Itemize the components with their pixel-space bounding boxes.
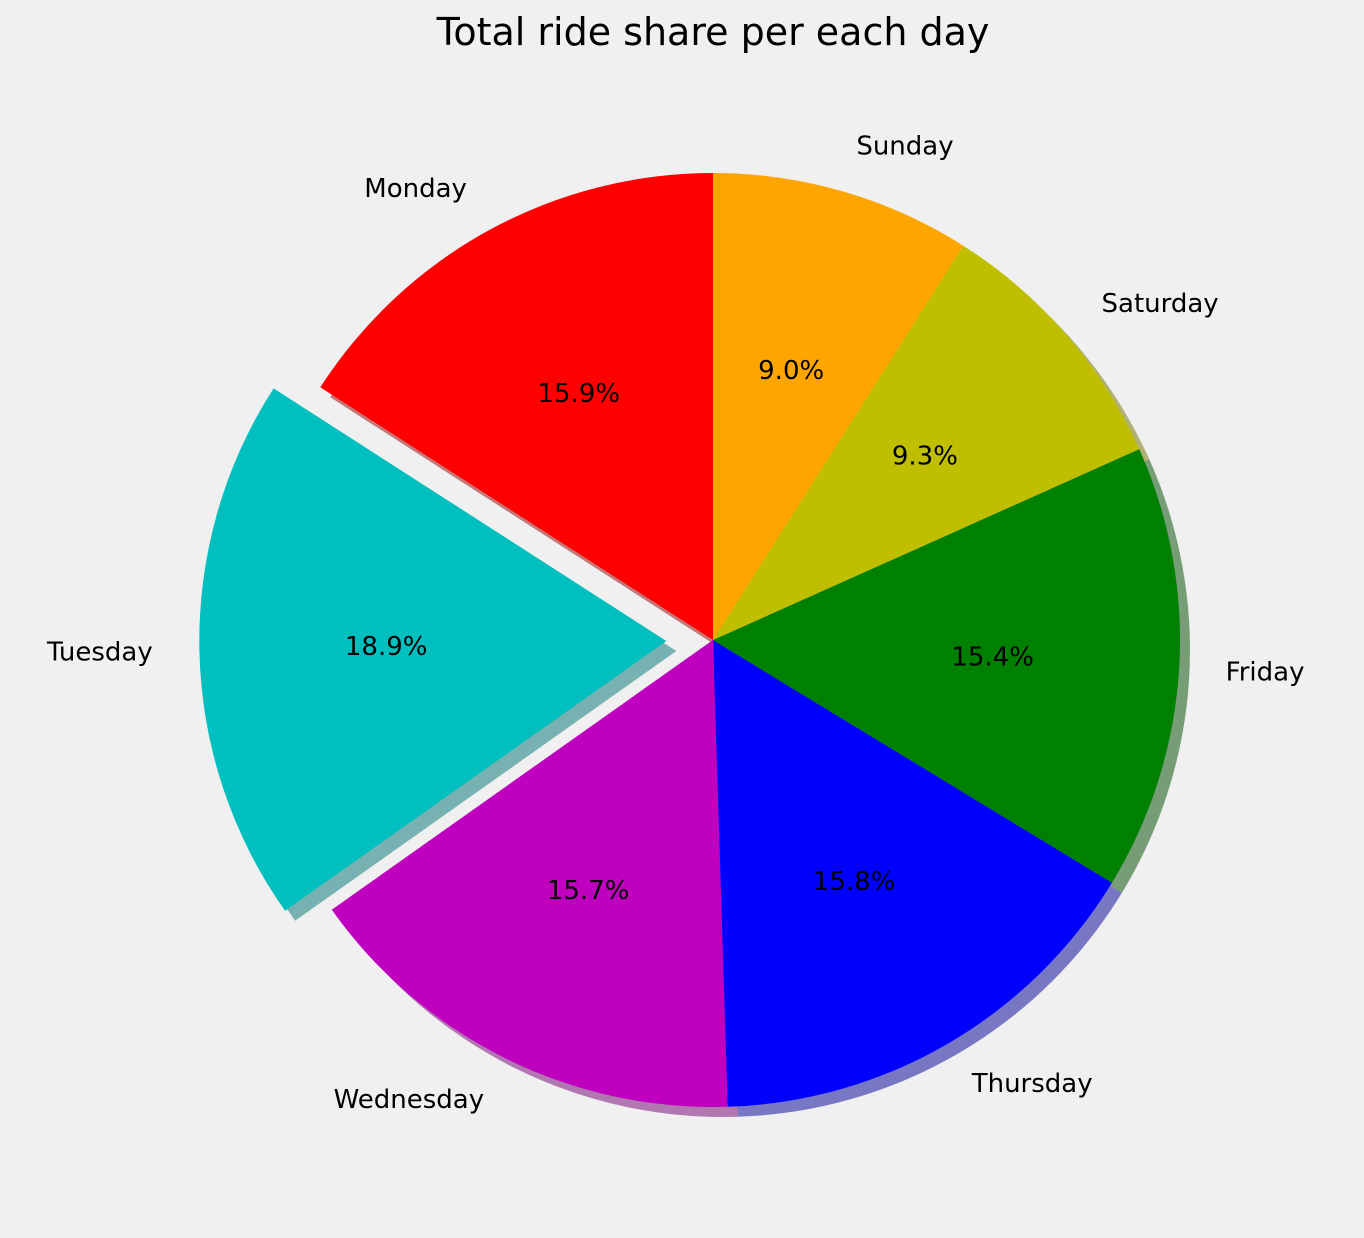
pct-saturday: 9.3% <box>892 442 958 472</box>
slice-saturday <box>713 245 1140 640</box>
pct-tuesday: 18.9% <box>345 632 428 662</box>
slice-friday <box>713 449 1180 883</box>
label-monday: Monday <box>364 174 467 204</box>
pct-wednesday: 15.7% <box>547 876 630 906</box>
label-sunday: Sunday <box>856 132 953 162</box>
slice-labels: Monday Tuesday Wednesday Thursday Friday Satu… <box>46 132 1305 1115</box>
pct-sunday: 9.0% <box>758 356 824 386</box>
label-wednesday: Wednesday <box>334 1085 485 1115</box>
label-friday: Friday <box>1226 657 1305 687</box>
slice-sunday <box>713 173 964 640</box>
slice-wednesday <box>331 640 728 1107</box>
pct-monday: 15.9% <box>537 379 620 409</box>
slice-monday <box>320 173 713 640</box>
slice-thursday <box>713 640 1112 1107</box>
label-saturday: Saturday <box>1102 289 1219 319</box>
pct-friday: 15.4% <box>951 643 1034 673</box>
pct-thursday: 15.8% <box>813 867 896 897</box>
label-thursday: Thursday <box>971 1069 1093 1099</box>
label-tuesday: Tuesday <box>46 637 153 667</box>
pie-slices <box>199 173 1180 1107</box>
slice-tuesday <box>199 388 667 911</box>
chart-title: Total ride share per each day <box>436 10 990 54</box>
percent-labels: 15.9% 18.9% 15.7% 15.8% 15.4% 9.3% 9.0% <box>345 356 1034 906</box>
